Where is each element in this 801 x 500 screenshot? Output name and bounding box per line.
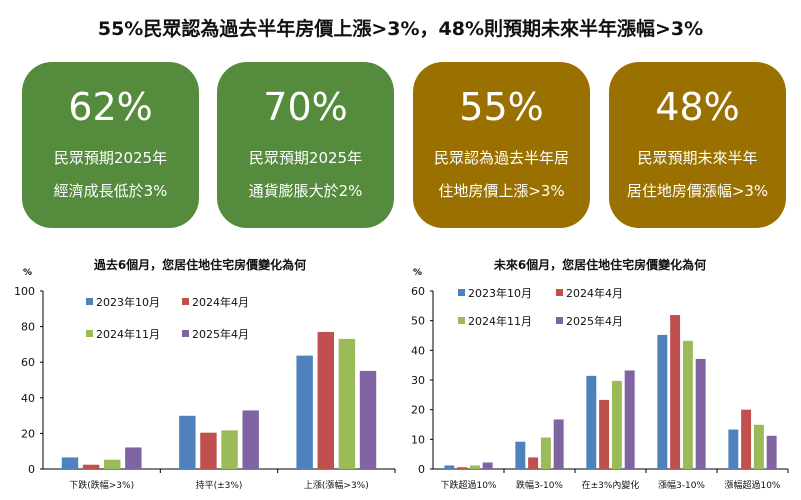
bar [657,334,668,469]
stat-card-inflation: 70% 民眾預期2025年 通貨膨脹大於2% [217,62,394,228]
y-tick-label: 50 [411,315,425,328]
stat-label: 民眾預期2025年 [53,149,168,167]
legend-label: 2024年11月 [468,314,532,328]
bar [82,464,100,469]
legend-swatch [458,317,465,324]
bar [728,429,739,469]
bar [682,340,693,469]
legend-swatch [182,298,189,305]
x-tick-label: 跌幅3-10% [516,479,563,491]
legend-swatch [86,298,93,305]
x-tick-label: 上漲(漲幅>3%) [304,479,369,491]
y-tick-label: 0 [28,463,35,476]
stat-card-past-price: 55% 民眾認為過去半年居 住地房價上漲>3% [413,62,590,228]
bar [469,465,480,469]
legend-swatch [182,330,189,337]
bar [359,370,377,469]
stat-label: 通貨膨脹大於2% [248,182,363,200]
chart-title: 未來6個月，您居住地住宅房價變化為何 [493,257,706,272]
bar [457,467,468,469]
bar [586,375,597,469]
bar [766,435,777,469]
bar [753,424,764,469]
bar [444,465,455,469]
y-tick-label: 20 [21,427,35,440]
legend-label: 2025年4月 [566,314,623,328]
stat-card-growth: 62% 民眾預期2025年 經濟成長低於3% [22,62,199,228]
y-tick-label: 100 [14,285,35,298]
x-tick-label: 漲幅超過10% [724,479,780,491]
x-tick-label: 持平(±3%) [196,479,243,491]
y-tick-label: 60 [21,356,35,369]
legend-label: 2024年4月 [566,286,623,300]
bar [482,462,493,469]
bar [242,410,259,469]
stat-card-future-price: 48% 民眾預期未來半年 居住地房價漲幅>3% [609,62,786,228]
y-tick-label: 40 [411,344,425,357]
stat-value: 62% [68,85,153,129]
bar [221,430,238,469]
bar [296,355,313,469]
legend-swatch [556,289,563,296]
y-tick-label: 20 [411,404,425,417]
bar [599,399,610,469]
bar [695,358,706,469]
stat-label: 住地房價上漲>3% [438,182,565,200]
y-tick-label: 0 [418,463,425,476]
stat-label: 民眾預期2025年 [248,149,363,167]
y-axis-label: % [23,268,32,278]
stat-value: 70% [263,85,348,129]
bar [553,419,564,469]
y-tick-label: 10 [411,433,425,446]
x-tick-label: 下跌(跌幅>3%) [69,479,134,491]
y-tick-label: 80 [21,321,35,334]
bar [611,380,622,469]
bar [317,331,334,469]
stat-value: 48% [655,85,740,129]
page-title: 55%民眾認為過去半年房價上漲>3%，48%則預期未來半年漲幅>3% [97,18,704,40]
x-tick-label: 在±3%內變化 [582,479,640,491]
bar [179,415,196,469]
legend-label: 2023年10月 [468,286,532,300]
bar [528,457,539,469]
x-tick-label: 下跌超過10% [440,479,496,491]
y-tick-label: 60 [411,285,425,298]
legend-label: 2025年4月 [192,327,249,341]
stat-label: 經濟成長低於3% [53,182,168,200]
bar [125,447,142,469]
legend-swatch [86,330,93,337]
legend-swatch [458,289,465,296]
chart-title: 過去6個月，您居住地住宅房價變化為何 [93,257,306,272]
stat-label: 民眾認為過去半年居 [433,149,569,167]
bar [741,409,752,469]
y-tick-label: 30 [411,374,425,387]
bar [200,432,217,469]
bar [624,370,635,469]
x-tick-label: 漲幅3-10% [658,479,705,491]
stat-label: 民眾預期未來半年 [637,149,758,167]
bar [104,459,121,469]
bar [338,338,356,469]
legend-swatch [556,317,563,324]
bar [670,315,681,469]
y-tick-label: 40 [21,392,35,405]
legend-label: 2023年10月 [96,295,160,309]
legend-label: 2024年11月 [96,327,160,341]
bar [61,457,79,469]
bar [515,441,526,469]
y-axis-label: % [413,268,422,278]
stat-value: 55% [459,85,544,129]
legend-label: 2024年4月 [192,295,249,309]
bar [540,437,551,469]
stat-label: 居住地房價漲幅>3% [626,182,769,200]
